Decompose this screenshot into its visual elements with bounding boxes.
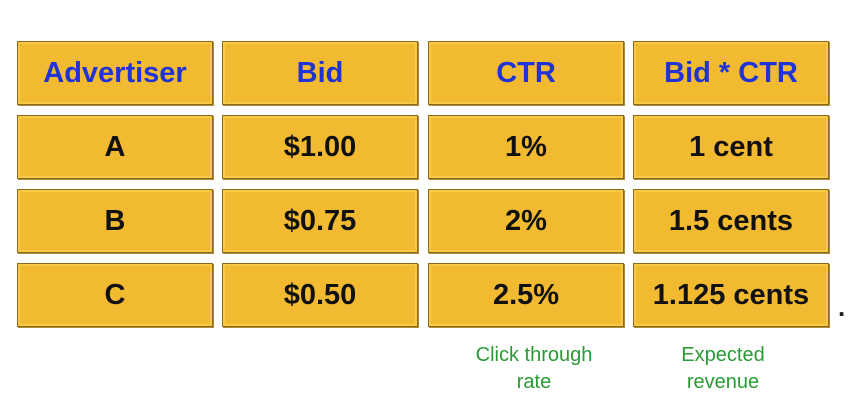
header-advertiser: Advertiser: [17, 41, 213, 105]
cell-ctr-a: 1%: [428, 115, 624, 179]
revenue-annotation: Expected revenue: [638, 342, 808, 396]
cell-bid-c: $0.50: [222, 263, 418, 327]
cell-revenue-b: 1.5 cents: [633, 189, 829, 253]
cell-revenue-a: 1 cent: [633, 115, 829, 179]
cell-advertiser-a: A: [17, 115, 213, 179]
ctr-annotation-line1: Click through: [475, 344, 593, 366]
header-bid: Bid: [222, 41, 418, 105]
ctr-annotation: Click through rate: [449, 342, 619, 396]
cell-ctr-c: 2.5%: [428, 263, 624, 327]
trailing-period: .: [838, 292, 846, 322]
revenue-annotation-line2: revenue: [686, 371, 760, 393]
header-ctr: CTR: [428, 41, 624, 105]
cell-ctr-b: 2%: [428, 189, 624, 253]
cell-advertiser-b: B: [17, 189, 213, 253]
ctr-annotation-line2: rate: [516, 371, 552, 393]
cell-revenue-c: 1.125 cents: [633, 263, 829, 327]
cell-bid-a: $1.00: [222, 115, 418, 179]
header-bid-times-ctr: Bid * CTR: [633, 41, 829, 105]
cell-bid-b: $0.75: [222, 189, 418, 253]
revenue-annotation-line1: Expected: [681, 344, 765, 366]
cell-advertiser-c: C: [17, 263, 213, 327]
